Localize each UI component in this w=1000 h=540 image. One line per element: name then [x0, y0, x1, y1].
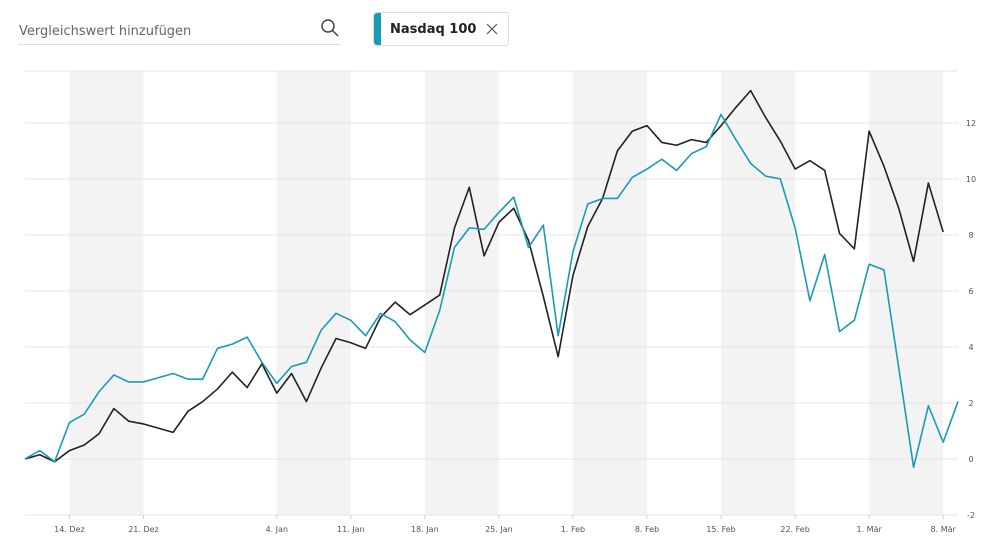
x-tick-label: 14. Dez	[54, 525, 85, 534]
week-band	[572, 71, 647, 515]
x-tick-label: 22. Feb	[780, 525, 809, 534]
search-input[interactable]: Vergleichswert hinzufügen	[18, 14, 340, 45]
legend-swatch	[374, 13, 381, 45]
x-tick-label: 8. Feb	[635, 525, 659, 534]
series-line	[24, 113, 959, 469]
x-tick-label: 1. Mär	[857, 525, 883, 534]
legend-chip: Nasdaq 100	[373, 12, 510, 46]
week-band	[69, 71, 144, 515]
y-tick-label: 12	[966, 119, 976, 128]
y-tick-label: 10	[966, 175, 976, 184]
x-tick-label: 21. Dez	[128, 525, 159, 534]
week-band	[276, 71, 351, 515]
x-tick-label: 18. Jan	[411, 525, 439, 534]
y-tick-label: 4	[968, 343, 973, 352]
x-tick-label: 4. Jan	[266, 525, 289, 534]
x-tick-label: 11. Jan	[337, 525, 365, 534]
x-tick-label: 1. Feb	[561, 525, 585, 534]
y-tick-label: -2	[967, 511, 975, 520]
week-band	[869, 71, 944, 515]
y-tick-label: 6	[968, 287, 973, 296]
x-tick-label: 15. Feb	[706, 525, 735, 534]
search-icon[interactable]	[320, 18, 340, 38]
week-band	[721, 71, 796, 515]
y-tick-label: 0	[968, 455, 973, 464]
y-tick-label: 8	[968, 231, 973, 240]
legend-label: Nasdaq 100	[390, 21, 477, 37]
y-tick-label: 2	[968, 399, 973, 408]
remove-button[interactable]	[486, 23, 498, 35]
x-tick-label: 8. Mär	[931, 525, 957, 534]
search-placeholder: Vergleichswert hinzufügen	[19, 24, 192, 39]
x-tick-label: 25. Jan	[485, 525, 513, 534]
week-band	[424, 71, 499, 515]
series-line	[24, 89, 944, 463]
